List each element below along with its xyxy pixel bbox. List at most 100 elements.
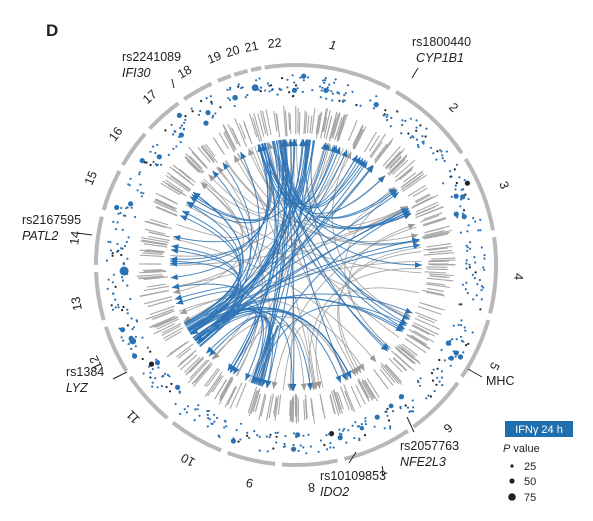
scatter-point: [197, 404, 200, 407]
scatter-point: [112, 273, 115, 276]
scatter-point: [116, 242, 119, 246]
scatter-point: [435, 383, 438, 386]
scatter-point: [342, 429, 345, 432]
scatter-point: [210, 100, 213, 103]
scatter-point: [480, 246, 483, 249]
chromosome-label-11: 11: [124, 407, 143, 426]
scatter-point: [200, 99, 203, 103]
scatter-point: [373, 425, 376, 428]
gene-tick: [166, 340, 190, 358]
gene-tick: [265, 109, 272, 136]
scatter-point: [455, 181, 458, 185]
scatter-point: [302, 446, 305, 449]
scatter-point: [466, 246, 469, 249]
scatter-point: [401, 119, 404, 122]
legend-dot-small: [510, 464, 514, 468]
gene-tick: [404, 338, 427, 354]
link: [254, 140, 316, 385]
gene-tick: [364, 379, 378, 402]
scatter-point: [275, 441, 278, 444]
scatter-point: [205, 110, 211, 116]
scatter-point: [211, 116, 214, 119]
scatter-point: [291, 74, 294, 77]
scatter-point: [354, 421, 357, 424]
gene-tick: [409, 329, 429, 342]
scatter-point: [296, 87, 299, 90]
gene-tick: [352, 124, 364, 146]
gene-tick: [427, 260, 449, 263]
scatter-point: [479, 308, 482, 311]
scatter-point: [223, 426, 226, 429]
scatter-point: [127, 236, 130, 239]
gene-tick: [273, 111, 278, 132]
p-value-legend: IFNγ 24 h P value 25 50 75: [503, 421, 573, 504]
gene-tick: [284, 110, 288, 137]
link-arrowhead: [334, 146, 341, 155]
gene-tick: [425, 218, 445, 226]
scatter-point: [317, 450, 320, 453]
gene-tick: [292, 396, 295, 423]
scatter-point: [129, 337, 137, 345]
gene-tick: [359, 382, 369, 398]
gene-tick: [165, 174, 190, 193]
gene-tick: [429, 275, 450, 278]
scatter-point: [210, 422, 213, 425]
scatter-point: [469, 241, 472, 244]
scatter-point: [478, 278, 481, 282]
link-arrowhead: [378, 175, 385, 183]
scatter-point: [442, 182, 445, 185]
gene-tick: [235, 382, 247, 408]
gene-tick: [249, 113, 258, 138]
scatter-point: [185, 411, 188, 414]
link: [170, 142, 272, 260]
chromosome-label-7: 7: [377, 462, 389, 478]
scatter-point: [146, 346, 149, 349]
scatter-point: [440, 348, 443, 351]
scatter-point: [337, 435, 343, 441]
scatter-point: [235, 428, 238, 432]
scatter-point: [399, 407, 402, 410]
gene-tick: [188, 146, 208, 168]
scatter-point: [246, 431, 249, 434]
link-arrowhead: [404, 307, 413, 314]
gene-tick: [424, 230, 445, 236]
scatter-point: [107, 278, 110, 281]
gene-tick: [304, 112, 308, 134]
gene-tick: [229, 382, 243, 409]
gene-tick: [424, 233, 449, 240]
scatter-point: [130, 317, 133, 320]
link-arrowhead: [173, 235, 181, 241]
chromosome-arc-3: [463, 157, 495, 231]
scatter-point: [364, 420, 367, 423]
gene-tick: [273, 398, 278, 417]
annotation-cyp1b1-snp: rs1800440: [412, 35, 471, 49]
chromosome-arc-9: [226, 451, 276, 466]
gene-tick: [219, 382, 230, 399]
chromosome-label-2: 2: [446, 100, 461, 115]
link-arrowhead: [179, 308, 188, 314]
annotation-mhc: MHC: [486, 374, 514, 388]
link: [272, 226, 417, 390]
scatter-point: [302, 434, 305, 437]
gene-tick: [387, 154, 408, 175]
gene-tick: [400, 347, 420, 363]
gene-tick: [380, 362, 400, 385]
scatter-point: [358, 437, 361, 440]
scatter-point: [209, 95, 212, 98]
link: [189, 139, 311, 222]
scatter-point: [237, 83, 240, 86]
link-arrowhead: [311, 382, 317, 390]
gene-tick: [398, 344, 416, 358]
link: [186, 296, 404, 333]
scatter-point: [213, 420, 216, 423]
link: [170, 144, 269, 279]
chromosome-arc-1: [271, 63, 391, 91]
scatter-point: [328, 431, 335, 437]
scatter-point: [333, 81, 336, 84]
scatter-point: [424, 135, 427, 138]
link: [178, 296, 365, 371]
scatter-point: [120, 336, 123, 339]
gene-tick: [334, 116, 343, 140]
scatter-point: [328, 83, 331, 86]
